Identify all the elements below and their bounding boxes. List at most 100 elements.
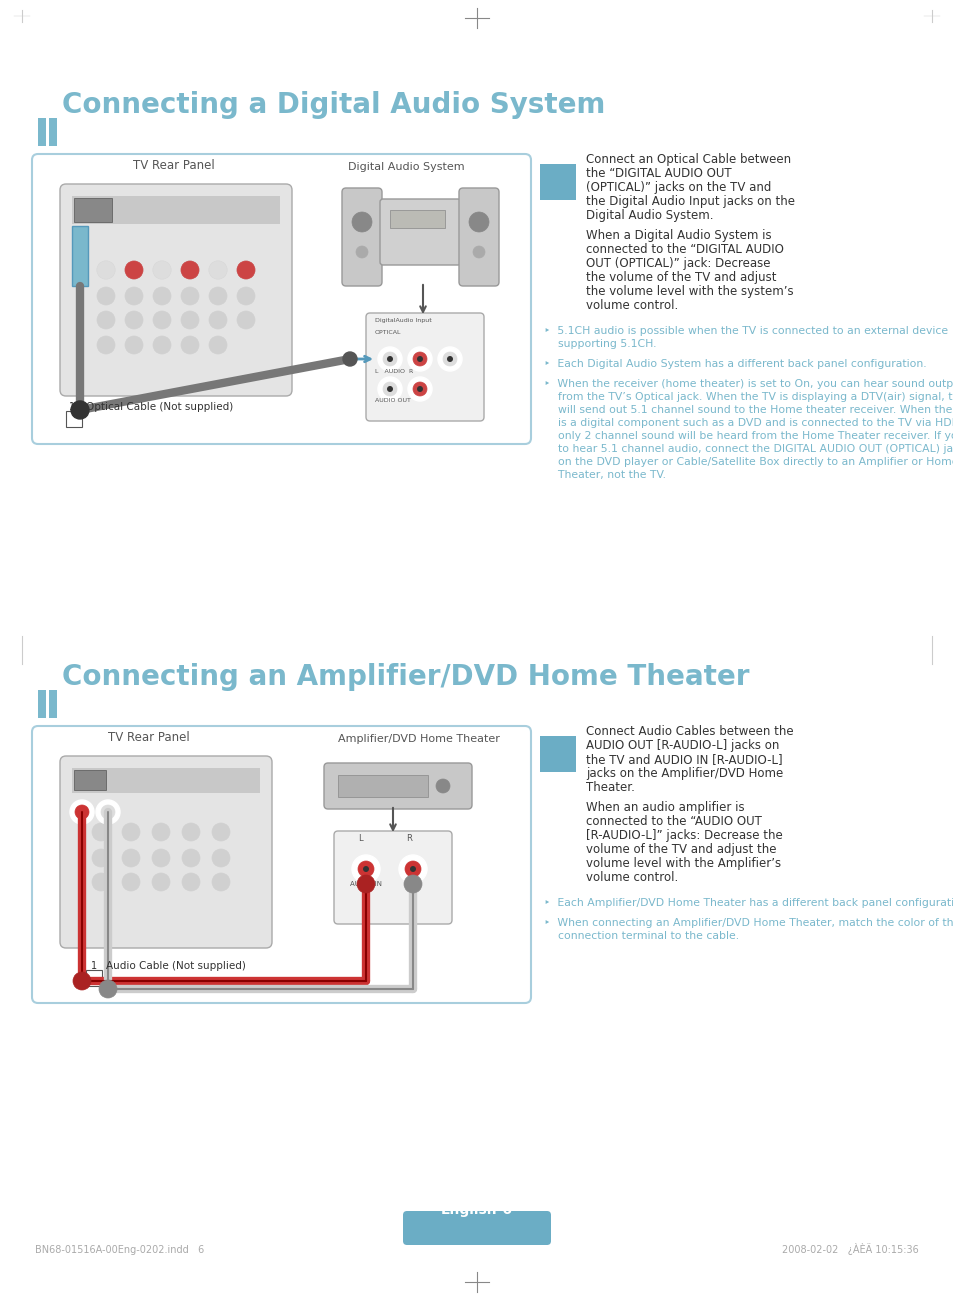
- Circle shape: [152, 823, 170, 841]
- Circle shape: [125, 261, 143, 280]
- Text: volume control.: volume control.: [585, 871, 678, 884]
- Text: TV Rear Panel: TV Rear Panel: [108, 731, 190, 744]
- FancyBboxPatch shape: [60, 185, 292, 396]
- Circle shape: [97, 287, 115, 306]
- Circle shape: [181, 335, 199, 354]
- Circle shape: [363, 866, 369, 872]
- Text: 2008-02-02   ¿ÀÈÄ 10:15:36: 2008-02-02 ¿ÀÈÄ 10:15:36: [781, 1243, 918, 1254]
- Text: TV Rear Panel: TV Rear Panel: [132, 159, 214, 172]
- Circle shape: [70, 800, 94, 824]
- Circle shape: [182, 849, 200, 867]
- Circle shape: [356, 875, 375, 893]
- Circle shape: [209, 287, 227, 306]
- Text: the “DIGITAL AUDIO OUT: the “DIGITAL AUDIO OUT: [585, 166, 731, 179]
- Text: DigitalAudio Input: DigitalAudio Input: [375, 318, 432, 322]
- Circle shape: [387, 356, 393, 361]
- Text: ‣  5.1CH audio is possible when the TV is connected to an external device: ‣ 5.1CH audio is possible when the TV is…: [543, 326, 947, 335]
- Bar: [74, 770, 106, 790]
- Circle shape: [96, 800, 120, 824]
- Circle shape: [97, 261, 115, 280]
- Circle shape: [122, 823, 140, 841]
- Circle shape: [91, 874, 110, 890]
- Circle shape: [377, 377, 401, 400]
- Circle shape: [382, 382, 396, 396]
- Text: [R-AUDIO-L]” jacks: Decrease the: [R-AUDIO-L]” jacks: Decrease the: [585, 829, 781, 842]
- Text: connected to the “AUDIO OUT: connected to the “AUDIO OUT: [585, 815, 761, 828]
- Circle shape: [125, 335, 143, 354]
- Circle shape: [212, 874, 230, 890]
- Circle shape: [91, 823, 110, 841]
- FancyBboxPatch shape: [402, 1212, 551, 1245]
- Text: OPTICAL: OPTICAL: [375, 330, 401, 335]
- Circle shape: [209, 311, 227, 329]
- Circle shape: [469, 212, 489, 231]
- Bar: [86, 970, 102, 985]
- Text: 1: 1: [549, 715, 566, 738]
- Text: from the TV’s Optical jack. When the TV is displaying a DTV(air) signal, the TV: from the TV’s Optical jack. When the TV …: [543, 393, 953, 402]
- Text: AUDIO IN: AUDIO IN: [350, 881, 381, 887]
- Circle shape: [152, 261, 171, 280]
- Text: jacks on the Amplifier/DVD Home: jacks on the Amplifier/DVD Home: [585, 767, 782, 780]
- Text: supporting 5.1CH.: supporting 5.1CH.: [543, 339, 656, 348]
- Circle shape: [416, 356, 422, 361]
- Circle shape: [408, 347, 432, 370]
- Circle shape: [405, 861, 420, 878]
- Bar: [390, 211, 444, 227]
- Circle shape: [122, 849, 140, 867]
- Bar: [49, 118, 57, 146]
- FancyBboxPatch shape: [366, 313, 483, 421]
- Circle shape: [105, 809, 111, 815]
- Circle shape: [473, 246, 484, 257]
- FancyBboxPatch shape: [32, 153, 531, 445]
- Circle shape: [152, 874, 170, 890]
- Circle shape: [236, 261, 254, 280]
- Circle shape: [182, 874, 200, 890]
- Text: Amplifier/DVD Home Theater: Amplifier/DVD Home Theater: [337, 734, 499, 744]
- Text: 1: 1: [69, 402, 75, 412]
- Circle shape: [97, 335, 115, 354]
- Circle shape: [352, 855, 379, 883]
- Text: will send out 5.1 channel sound to the Home theater receiver. When the source: will send out 5.1 channel sound to the H…: [543, 406, 953, 415]
- Circle shape: [152, 261, 171, 280]
- Bar: [66, 411, 82, 426]
- Circle shape: [125, 311, 143, 329]
- Circle shape: [408, 377, 432, 400]
- Circle shape: [125, 287, 143, 306]
- Bar: [539, 164, 576, 200]
- Text: ‣  Each Amplifier/DVD Home Theater has a different back panel configuration.: ‣ Each Amplifier/DVD Home Theater has a …: [543, 898, 953, 907]
- Text: ‣  When connecting an Amplifier/DVD Home Theater, match the color of the: ‣ When connecting an Amplifier/DVD Home …: [543, 918, 953, 928]
- Circle shape: [152, 849, 170, 867]
- Text: 1: 1: [91, 961, 97, 971]
- Circle shape: [91, 849, 110, 867]
- Text: Digital Audio System: Digital Audio System: [348, 162, 464, 172]
- Circle shape: [73, 972, 91, 991]
- Text: OUT (OPTICAL)” jack: Decrease: OUT (OPTICAL)” jack: Decrease: [585, 257, 770, 270]
- Text: Connecting a Digital Audio System: Connecting a Digital Audio System: [62, 91, 605, 120]
- Circle shape: [377, 347, 401, 370]
- FancyBboxPatch shape: [458, 188, 498, 286]
- Circle shape: [212, 849, 230, 867]
- Circle shape: [236, 311, 254, 329]
- Text: Connect an Optical Cable between: Connect an Optical Cable between: [585, 153, 790, 166]
- Circle shape: [101, 805, 115, 819]
- Circle shape: [209, 261, 227, 280]
- Text: the volume level with the system’s: the volume level with the system’s: [585, 285, 793, 298]
- Text: Digital Audio System.: Digital Audio System.: [585, 209, 713, 222]
- FancyBboxPatch shape: [32, 725, 531, 1004]
- Circle shape: [212, 823, 230, 841]
- FancyBboxPatch shape: [60, 757, 272, 948]
- Circle shape: [352, 212, 372, 231]
- Circle shape: [357, 861, 374, 878]
- Circle shape: [398, 855, 427, 883]
- Circle shape: [413, 352, 427, 367]
- Circle shape: [152, 287, 171, 306]
- Text: Theater.: Theater.: [585, 781, 634, 794]
- Circle shape: [209, 261, 227, 280]
- Circle shape: [236, 287, 254, 306]
- Text: Connecting an Amplifier/DVD Home Theater: Connecting an Amplifier/DVD Home Theater: [62, 663, 749, 692]
- Circle shape: [410, 866, 416, 872]
- Circle shape: [181, 311, 199, 329]
- Bar: [38, 690, 46, 718]
- Circle shape: [181, 261, 199, 280]
- Text: ‣  When the receiver (home theater) is set to On, you can hear sound output: ‣ When the receiver (home theater) is se…: [543, 380, 953, 389]
